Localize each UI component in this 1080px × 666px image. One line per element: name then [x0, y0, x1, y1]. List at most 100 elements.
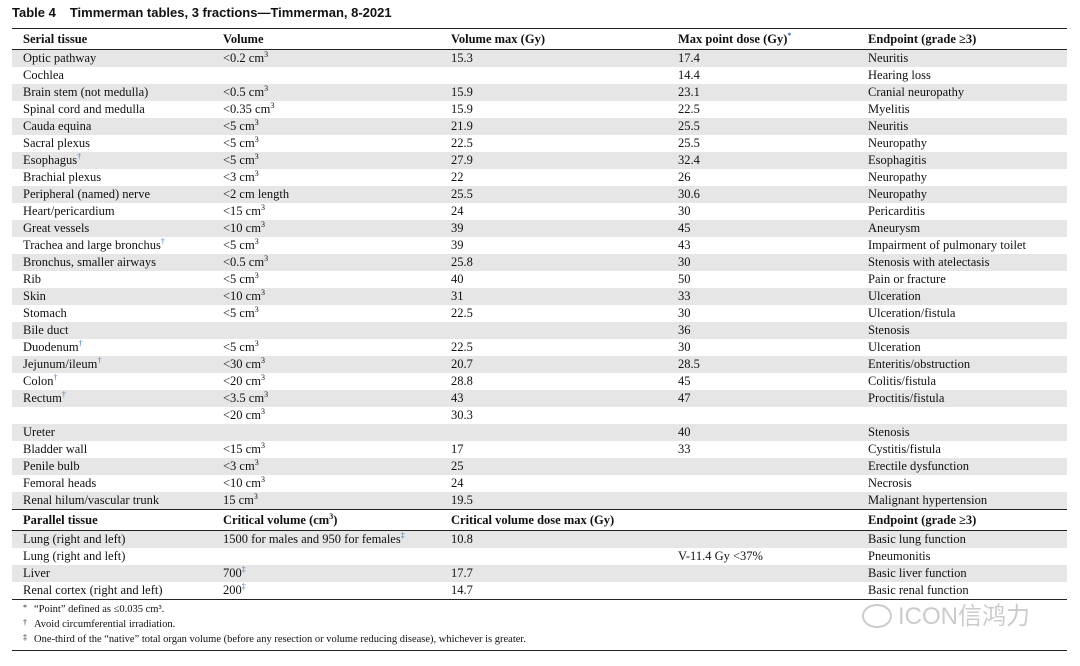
volume-cell-text: <0.2 cm	[223, 51, 265, 65]
endpoint-cell: Pneumonitis	[868, 548, 1067, 565]
volume-max-cell: 31	[451, 288, 678, 305]
footnote: ‡ One-third of the “native” total organ v…	[12, 632, 1067, 647]
endpoint-cell: Esophagitis	[868, 152, 1067, 169]
tissue-cell-text: Colon	[23, 374, 54, 388]
max-point-cell-text: 30	[678, 255, 691, 269]
volume-cell: <10 cm3	[223, 288, 451, 305]
tissue-cell-text: Sacral plexus	[23, 136, 90, 150]
volume-max-cell-text: 24	[451, 476, 464, 490]
volume-max-cell-text: 39	[451, 238, 464, 252]
volume-cell-superscript: 3	[260, 373, 265, 382]
endpoint-cell: Ulceration/fistula	[868, 305, 1067, 322]
volume-cell-superscript: 3	[254, 458, 259, 467]
endpoint-cell: Colitis/fistula	[868, 373, 1067, 390]
volume-max-cell-text: 15.3	[451, 51, 473, 65]
volume-max-cell-text: 27.9	[451, 153, 473, 167]
endpoint-cell-text: Necrosis	[868, 476, 912, 490]
critical-volume-cell-superscript: ‡	[241, 565, 246, 574]
max-point-cell-text: 45	[678, 221, 691, 235]
endpoint-cell: Cystitis/fistula	[868, 441, 1067, 458]
volume-max-cell-text: 17	[451, 442, 464, 456]
table-row: Liver 700‡ 17.7 Basic liver function	[12, 565, 1067, 582]
table-row: Sacral plexus <5 cm3 22.5 25.5 Neuropathy	[12, 135, 1067, 152]
volume-cell-text: 15 cm	[223, 493, 254, 507]
endpoint-cell: Ulceration	[868, 288, 1067, 305]
tissue-cell-text: Cochlea	[23, 68, 64, 82]
volume-max-cell: 39	[451, 237, 678, 254]
volume-max-cell-text: 25.8	[451, 255, 473, 269]
volume-cell-superscript: 3	[254, 305, 259, 314]
volume-max-cell-text: 20.7	[451, 357, 473, 371]
header-parallel-endpoint: Endpoint (grade ≥3)	[868, 513, 977, 527]
max-point-cell: 43	[678, 237, 868, 254]
header-parallel-tissue: Parallel tissue	[23, 513, 98, 527]
max-point-cell: 47	[678, 390, 868, 407]
volume-cell-superscript: 3	[260, 220, 265, 229]
tissue-cell-text: Penile bulb	[23, 459, 80, 473]
table-row: Spinal cord and medulla <0.35 cm3 15.9 22.5…	[12, 101, 1067, 118]
endpoint-cell: Neuropathy	[868, 135, 1067, 152]
watermark-text: ICON信鸿力	[898, 603, 1030, 630]
volume-max-cell: 43	[451, 390, 678, 407]
volume-cell-superscript: 3	[264, 254, 269, 263]
max-point-cell: 30	[678, 339, 868, 356]
volume-max-cell-text: 30.3	[451, 408, 473, 422]
volume-cell-text: <5 cm	[223, 340, 255, 354]
max-point-cell-text: 25.5	[678, 136, 700, 150]
tissue-cell: Sacral plexus	[23, 135, 223, 152]
max-point-cell-text: 14.4	[678, 68, 700, 82]
volume-cell-superscript: 3	[260, 203, 265, 212]
endpoint-cell-text: Stenosis	[868, 425, 910, 439]
endpoint-cell-text: Cystitis/fistula	[868, 442, 941, 456]
max-point-cell-text: 33	[678, 289, 691, 303]
endpoint-cell: Impairment of pulmonary toilet	[868, 237, 1067, 254]
endpoint-cell: Necrosis	[868, 475, 1067, 492]
max-point-cell-text: 50	[678, 272, 691, 286]
volume-max-cell-text: 19.5	[451, 493, 473, 507]
volume-max-cell: 39	[451, 220, 678, 237]
header-critical-dose: Critical volume dose max (Gy)	[451, 513, 615, 527]
tissue-cell-superscript: †	[160, 237, 165, 246]
max-point-cell-text: 26	[678, 170, 691, 184]
tissue-cell-text: Bronchus, smaller airways	[23, 255, 156, 269]
tissue-cell: Esophagus†	[23, 152, 223, 169]
volume-cell: <30 cm3	[223, 356, 451, 373]
max-point-cell-text: 17.4	[678, 51, 700, 65]
volume-cell-superscript: 3	[260, 288, 265, 297]
max-point-cell: 23.1	[678, 84, 868, 101]
tissue-cell: Heart/pericardium	[23, 203, 223, 220]
tissue-cell-text: Renal hilum/vascular trunk	[23, 493, 160, 507]
max-point-cell-text: 40	[678, 425, 691, 439]
tissue-cell-text: Cauda equina	[23, 119, 92, 133]
volume-cell: <10 cm3	[223, 220, 451, 237]
volume-max-cell: 24	[451, 203, 678, 220]
tissue-cell-text: Spinal cord and medulla	[23, 102, 145, 116]
table-title: Timmerman tables, 3 fractions—Timmerman,…	[69, 5, 392, 20]
tissue-cell-text: Femoral heads	[23, 476, 97, 490]
max-point-cell-text: 30.6	[678, 187, 700, 201]
volume-cell-superscript: 3	[260, 356, 265, 365]
endpoint-cell: Proctitis/fistula	[868, 390, 1067, 407]
endpoint-cell: Stenosis	[868, 424, 1067, 441]
footnote: † Avoid circumferential irradiation.	[12, 617, 1067, 632]
volume-max-cell: 22	[451, 169, 678, 186]
volume-max-cell-text: 15.9	[451, 102, 473, 116]
header-endpoint: Endpoint (grade ≥3)	[868, 32, 977, 46]
volume-cell: <3.5 cm3	[223, 390, 451, 407]
volume-max-cell-text: 43	[451, 391, 464, 405]
tissue-cell: Bronchus, smaller airways	[23, 254, 223, 271]
volume-cell-text: <20 cm	[223, 374, 261, 388]
endpoint-cell-text: Neuritis	[868, 51, 909, 65]
table-row: Bladder wall <15 cm3 17 33 Cystitis/fistula	[12, 441, 1067, 458]
max-point-cell: 25.5	[678, 135, 868, 152]
max-point-cell-text: 22.5	[678, 102, 700, 116]
tissue-cell-text: Stomach	[23, 306, 67, 320]
endpoint-cell-text: Impairment of pulmonary toilet	[868, 238, 1026, 252]
volume-cell-superscript: 3	[264, 50, 269, 59]
header-critical-volume-tail: )	[333, 513, 338, 527]
tissue-cell-superscript: †	[97, 356, 102, 365]
table-row: Brain stem (not medulla) <0.5 cm3 15.9 23.1…	[12, 84, 1067, 101]
footnote-text: Avoid circumferential irradiation.	[34, 619, 176, 630]
volume-max-cell-text: 39	[451, 221, 464, 235]
table-row: Trachea and large bronchus† <5 cm3 39 43 Imp…	[12, 237, 1067, 254]
